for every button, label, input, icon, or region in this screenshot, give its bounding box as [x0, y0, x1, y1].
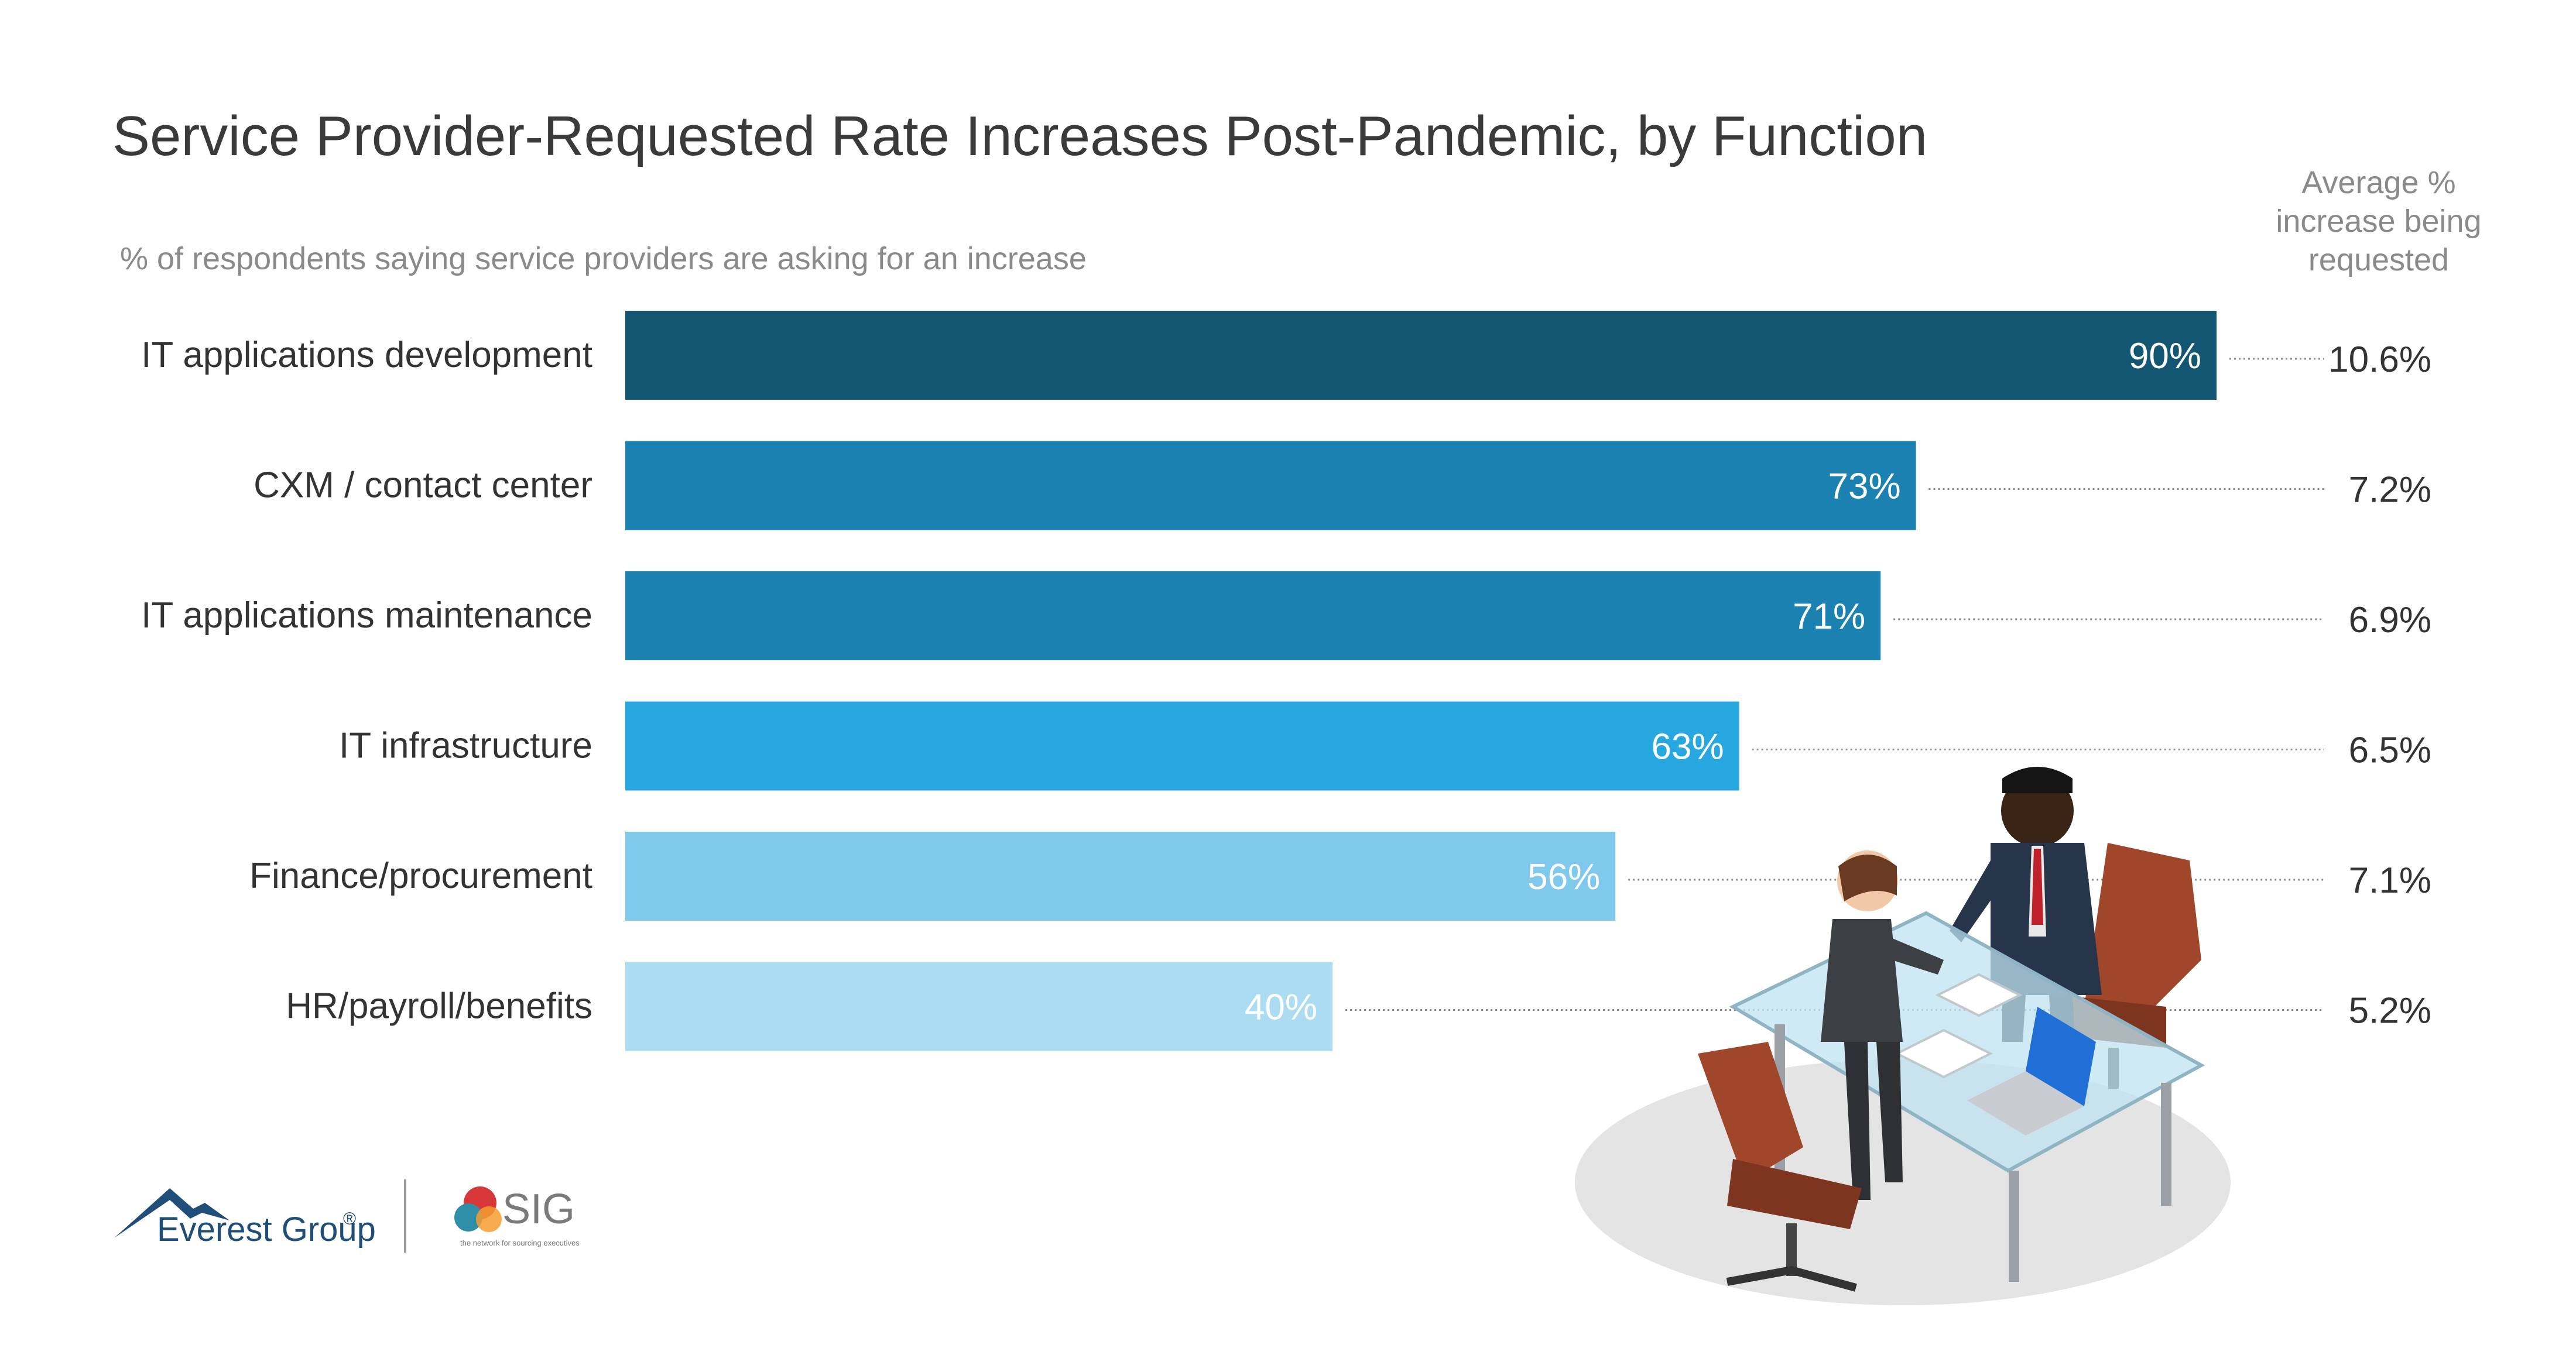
average-increase-value: 6.5%	[2349, 730, 2431, 771]
bar-value-label: 40%	[1245, 987, 1317, 1028]
bar-value-label: 71%	[1793, 596, 1865, 637]
bar	[625, 701, 1739, 791]
bar-value-label: 90%	[2129, 336, 2201, 376]
chart-title: Service Provider-Requested Rate Increase…	[112, 105, 1927, 167]
category-label: IT applications maintenance	[141, 595, 592, 636]
chart-subtitle: % of respondents saying service provider…	[120, 241, 1087, 276]
category-label: CXM / contact center	[254, 465, 592, 506]
sig-logo: SIG the network for sourcing executives	[454, 1186, 580, 1247]
category-label: Finance/procurement	[249, 856, 592, 896]
sig-wordmark: SIG	[502, 1186, 575, 1233]
category-label: HR/payroll/benefits	[286, 986, 592, 1027]
everest-group-wordmark: Everest Group	[157, 1210, 376, 1248]
bar-value-label: 56%	[1527, 857, 1600, 897]
bar	[625, 571, 1881, 660]
sig-tagline: the network for sourcing executives	[460, 1239, 580, 1247]
average-increase-value: 7.1%	[2349, 860, 2431, 901]
category-label: IT infrastructure	[339, 726, 592, 766]
bar	[625, 311, 2217, 400]
average-header-line-3: requested	[2308, 242, 2449, 277]
bar-value-label: 63%	[1652, 727, 1724, 767]
bar	[625, 832, 1616, 921]
bar-value-label: 73%	[1828, 467, 1901, 507]
registered-mark: ®	[343, 1209, 356, 1229]
everest-group-logo: Everest Group ®	[114, 1188, 376, 1248]
average-increase-value: 10.6%	[2328, 339, 2431, 380]
bar	[625, 441, 1916, 530]
average-increase-value: 5.2%	[2349, 991, 2431, 1031]
bar-group: IT applications development 90% 10.6% CXM /…	[141, 311, 2431, 1051]
average-increase-value: 6.9%	[2349, 600, 2431, 640]
handshake-illustration	[1575, 767, 2231, 1305]
category-label: IT applications development	[141, 335, 592, 375]
average-header-line-2: increase being	[2276, 204, 2481, 239]
average-increase-value: 7.2%	[2349, 470, 2431, 510]
average-header-line-1: Average %	[2301, 165, 2455, 200]
bar	[625, 962, 1332, 1051]
